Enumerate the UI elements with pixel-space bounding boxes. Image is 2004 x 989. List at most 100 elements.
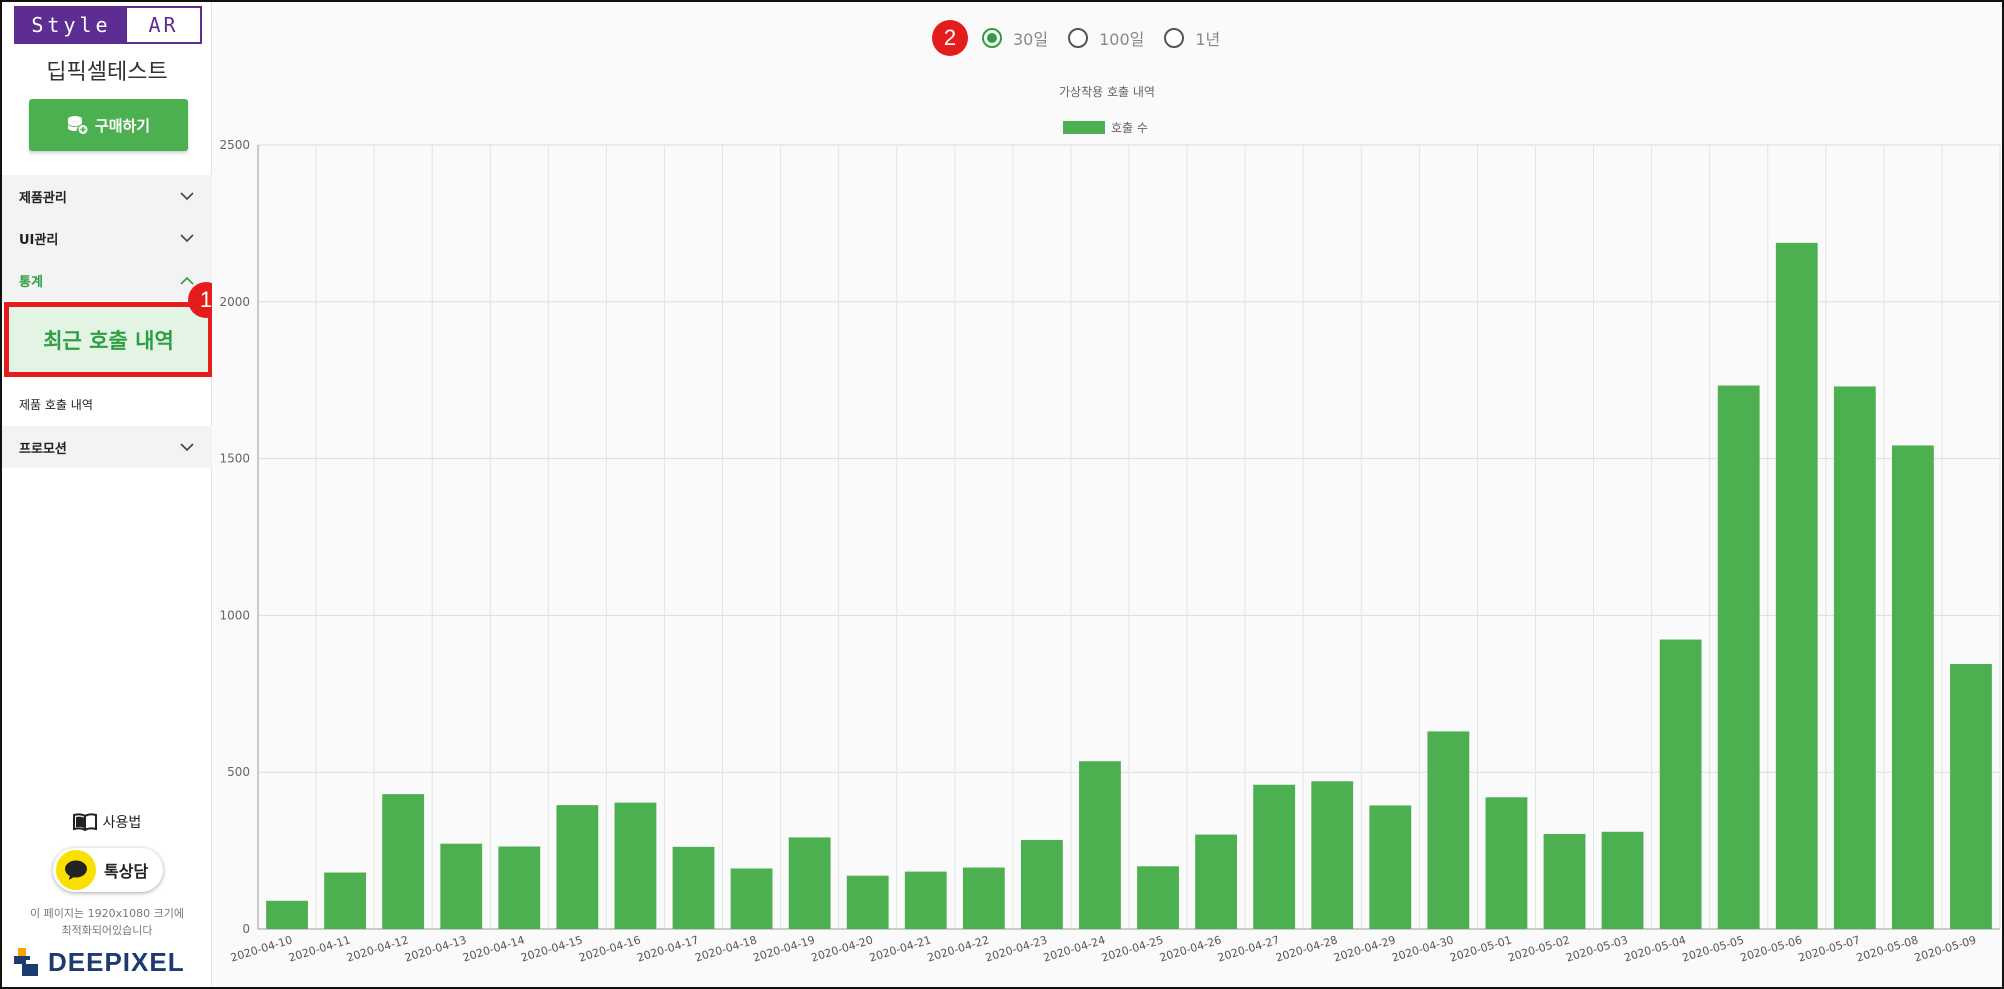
chevron-up-icon [180,276,194,285]
x-tick-label: 2020-05-07 [1797,933,1862,964]
bar[interactable] [1195,834,1238,929]
x-tick-label: 2020-05-09 [1913,933,1978,964]
x-tick-label: 2020-04-21 [868,933,933,964]
x-tick-label: 2020-05-08 [1855,933,1920,964]
bar[interactable] [1601,831,1644,929]
buy-button[interactable]: 구매하기 [29,99,188,151]
submenu-recent-calls[interactable]: 최근 호출 내역 [4,302,213,377]
x-tick-label: 2020-05-03 [1564,933,1629,964]
bar[interactable] [1659,639,1702,929]
howto-link[interactable]: 사용법 [2,812,212,832]
x-tick-label: 2020-04-13 [403,933,468,964]
bar[interactable] [672,846,715,929]
x-tick-label: 2020-04-11 [287,933,352,964]
radio-unselected-icon[interactable] [1164,28,1185,48]
range-option-1y[interactable]: 1년 [1164,26,1220,50]
bar[interactable] [788,837,831,929]
legend-swatch[interactable] [1063,121,1105,134]
x-tick-label: 2020-04-30 [1390,933,1455,964]
x-tick-label: 2020-04-18 [693,933,758,964]
logo-text-style: Style [16,8,127,42]
bar[interactable] [1950,664,1992,929]
bar[interactable] [1253,784,1296,929]
bar[interactable] [1020,839,1063,929]
y-tick-label: 1000 [219,608,250,622]
resolution-notice: 이 페이지는 1920x1080 크기에 최적화되어있습니다 [2,905,212,939]
bar[interactable] [962,867,1005,929]
x-tick-label: 2020-04-12 [345,933,410,964]
radio-unselected-icon[interactable] [1068,28,1089,48]
bar[interactable] [1543,833,1586,929]
bar[interactable] [1485,797,1528,929]
book-icon [72,813,97,831]
chevron-down-icon [180,233,194,242]
bar[interactable] [1717,385,1760,929]
kakao-label: 톡상담 [104,862,149,881]
deepixel-wordmark: DEEPIXEL [48,946,185,977]
y-tick-label: 0 [242,922,250,936]
submenu-product-calls[interactable]: 제품 호출 내역 [19,398,93,412]
deepixel-mark-icon [14,948,38,976]
range-option-100d[interactable]: 100일 [1068,26,1144,50]
menu-promotion[interactable]: 프로모션 [2,426,212,468]
x-tick-label: 2020-05-06 [1739,933,1804,964]
bar[interactable] [382,794,425,929]
calls-bar-chart: 가상착용 호출 내역 호출 수 0 500 1000 1500 2000 2500 202… [219,85,2001,965]
bar[interactable] [1891,445,1934,929]
bar[interactable] [846,875,889,929]
x-tick-label: 2020-04-20 [810,933,875,964]
bar[interactable] [1427,731,1470,929]
bar[interactable] [904,871,947,929]
x-tick-label: 2020-04-16 [577,933,642,964]
chevron-down-icon [180,191,194,200]
bar[interactable] [324,872,367,929]
y-tick-label: 500 [227,765,250,779]
bar[interactable] [498,846,541,929]
chevron-down-icon [180,442,194,451]
menu-ui-management[interactable]: UI관리 [2,217,212,259]
x-tick-label: 2020-04-22 [926,933,991,964]
menu-label: 프로모션 [19,441,67,457]
style-ar-logo[interactable]: Style AR [14,6,202,44]
x-tick-label: 2020-04-15 [519,933,584,964]
bar[interactable] [614,802,657,929]
menu-label: UI관리 [19,232,59,248]
y-tick-label: 2500 [219,138,250,152]
x-tick-label: 2020-04-10 [229,933,294,964]
bar[interactable] [1369,805,1412,929]
logo-text-ar: AR [127,8,200,42]
howto-label: 사용법 [102,815,142,831]
menu-product-management[interactable]: 제품관리 [2,175,212,217]
legend-label[interactable]: 호출 수 [1111,121,1148,135]
y-tick-label: 2000 [219,295,250,309]
y-tick-label: 1500 [219,452,250,466]
bar[interactable] [730,868,773,929]
x-tick-label: 2020-04-26 [1158,933,1223,964]
kakao-chat-button[interactable]: 톡상담 [53,848,163,892]
range-option-30d[interactable]: 30일 [982,26,1048,50]
notice-line-1: 이 페이지는 1920x1080 크기에 [30,907,184,920]
x-tick-label: 2020-04-24 [1042,933,1107,964]
bar[interactable] [1833,386,1876,929]
range-label: 100일 [1099,30,1145,49]
range-label: 30일 [1013,30,1049,49]
bar[interactable] [1137,866,1179,929]
annotation-badge-2: 2 [932,20,968,56]
menu-statistics[interactable]: 통계 [2,259,212,301]
x-tick-label: 2020-04-17 [635,933,700,964]
bar[interactable] [556,805,599,929]
bar[interactable] [1775,242,1818,929]
sidebar: Style AR 딥픽셀테스트 구매하기 제품관리 UI관리 통계 최근 호출 … [2,2,224,987]
bar[interactable] [1079,761,1121,929]
deepixel-logo: DEEPIXEL [12,946,185,978]
radio-selected-icon[interactable] [982,28,1002,48]
bar[interactable] [266,900,308,929]
kakao-icon [56,850,96,890]
x-tick-label: 2020-04-27 [1216,933,1281,964]
menu-label: 통계 [19,274,43,290]
main-content: 2 30일 100일 1년 가상착용 호출 내역 호출 수 0 500 1000 15… [212,2,2002,987]
bar[interactable] [440,843,483,929]
bar[interactable] [1311,781,1354,929]
range-selector: 30일 100일 1년 [982,26,1220,50]
